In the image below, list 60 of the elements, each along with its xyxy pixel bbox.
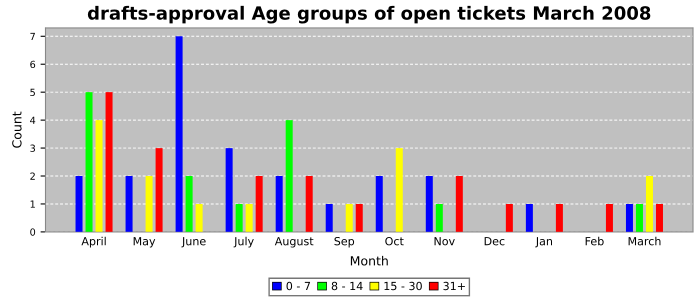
bar xyxy=(186,176,193,232)
legend-label: 15 - 30 xyxy=(384,282,422,290)
bar xyxy=(126,176,133,232)
legend-label: 0 - 7 xyxy=(286,282,310,290)
bar xyxy=(176,36,183,232)
bar xyxy=(556,204,563,232)
x-tick-label: August xyxy=(274,237,314,248)
x-tick-label: Dec xyxy=(484,237,504,246)
bar xyxy=(436,204,443,232)
bar xyxy=(426,176,433,232)
bar xyxy=(396,148,403,232)
y-tick-label: 5 xyxy=(30,88,35,96)
x-tick-label: Sep xyxy=(334,236,354,248)
y-tick-label: 3 xyxy=(30,144,35,152)
bar xyxy=(306,176,313,232)
y-tick-label: 0 xyxy=(30,228,36,236)
bar xyxy=(76,176,83,232)
x-tick-label: March xyxy=(628,236,660,246)
x-tick-label: Feb xyxy=(586,236,604,246)
bar xyxy=(86,92,93,232)
bar xyxy=(346,204,353,232)
bar xyxy=(106,92,113,232)
bar xyxy=(526,204,533,232)
bar xyxy=(326,204,333,232)
y-tick-label: 2 xyxy=(30,172,35,180)
x-tick-label: Oct xyxy=(385,236,404,246)
bar xyxy=(276,176,283,232)
bar xyxy=(156,148,163,232)
bar xyxy=(246,204,253,232)
bar xyxy=(256,176,263,232)
x-tick-label: May xyxy=(134,237,156,248)
bar xyxy=(626,204,633,232)
bar xyxy=(456,176,463,232)
bar xyxy=(636,204,643,232)
y-tick-label: 6 xyxy=(30,60,36,68)
legend-label: 8 - 14 xyxy=(332,282,363,290)
x-tick-label: Nov xyxy=(434,237,455,246)
bar xyxy=(236,204,243,232)
x-tick-label: June xyxy=(181,237,206,248)
x-tick-label: Jan xyxy=(535,237,552,248)
bar xyxy=(656,204,663,232)
y-tick-label: 7 xyxy=(30,32,35,40)
bar xyxy=(356,204,363,232)
bar xyxy=(646,176,653,232)
bar xyxy=(506,204,513,232)
x-tick-label: July xyxy=(234,236,254,248)
x-axis-title: Month xyxy=(350,256,388,266)
bar xyxy=(286,120,293,232)
bar xyxy=(146,176,153,232)
chart-title: drafts-approval Age groups of open tickets March 2008 xyxy=(88,6,650,24)
bar xyxy=(96,120,103,232)
legend-label: 31+ xyxy=(443,282,465,290)
x-tick-label: April xyxy=(81,236,106,248)
bar xyxy=(196,204,203,232)
bar xyxy=(376,176,383,232)
bar xyxy=(226,148,233,232)
y-tick-label: 4 xyxy=(30,116,36,124)
bar xyxy=(606,204,613,232)
y-axis-title: Count xyxy=(12,112,22,148)
y-tick-label: 1 xyxy=(30,200,35,208)
